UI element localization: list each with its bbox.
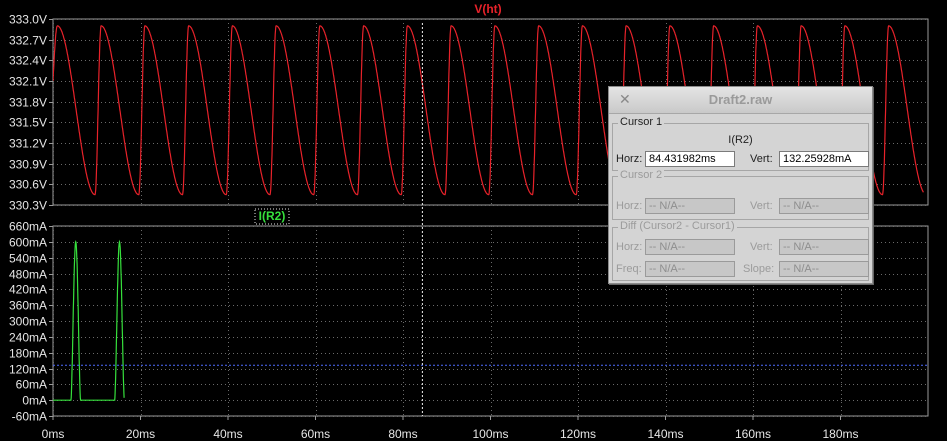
- dialog-title: Draft2.raw: [708, 92, 773, 107]
- y-tick-label: 332.4V: [9, 54, 47, 68]
- diff-vert-field: -- N/A--: [779, 239, 869, 255]
- x-tick-label: 140ms: [647, 427, 683, 441]
- diff-slope-label: Slope:: [743, 263, 775, 275]
- x-tick-label: 80ms: [388, 427, 417, 441]
- y-tick-label: 330.3V: [9, 199, 47, 213]
- y-tick-label: 240mA: [9, 331, 47, 345]
- cursor2-vert-label: Vert:: [750, 200, 773, 212]
- y-tick-label: 120mA: [9, 363, 47, 377]
- cursor1-label: Cursor 1: [618, 116, 665, 128]
- y-tick-label: 180mA: [9, 347, 47, 361]
- diff-freq-field: -- N/A--: [645, 261, 735, 277]
- trace-title-0[interactable]: V(ht): [474, 2, 501, 16]
- x-tick-label: 20ms: [126, 427, 155, 441]
- x-axis: 0ms 20ms 40ms 60ms 80ms 100ms 120ms 140ms 160ms 1…: [42, 416, 859, 441]
- y-tick-label: 420mA: [9, 283, 47, 297]
- cursor1-trace-name: I(R2): [728, 134, 753, 146]
- y-tick-label: 330.9V: [9, 158, 47, 172]
- close-icon[interactable]: ✕: [619, 91, 631, 107]
- cursor1-group: Cursor 1 I(R2) Horz: 84.431982ms Vert: 1…: [612, 116, 869, 171]
- diff-horz-field: -- N/A--: [645, 239, 735, 255]
- active-trace-selection: [254, 208, 290, 225]
- diff-vert-label: Vert:: [750, 241, 773, 253]
- cursor1-horz-field[interactable]: 84.431982ms: [645, 151, 735, 167]
- x-tick-label: 120ms: [560, 427, 596, 441]
- y-tick-label: 331.5V: [9, 116, 47, 130]
- x-tick-label: 160ms: [735, 427, 771, 441]
- y-tick-label: 332.1V: [9, 75, 47, 89]
- y-tick-label: 480mA: [9, 268, 47, 282]
- cursor2-vert-field: -- N/A--: [779, 198, 869, 214]
- y-tick-label: 360mA: [9, 299, 47, 313]
- y-tick-label: -60mA: [12, 410, 47, 424]
- x-tick-label: 40ms: [213, 427, 242, 441]
- cursor-dialog[interactable]: ✕ Draft2.raw Cursor 1 I(R2) Horz: 84.431…: [608, 86, 873, 284]
- y-tick-label: 600mA: [9, 236, 47, 250]
- y-tick-label: 660mA: [9, 220, 47, 234]
- y-tick-label: 333.0V: [9, 13, 47, 27]
- cursor1-vert-label: Vert:: [750, 153, 773, 165]
- diff-freq-label: Freq:: [616, 263, 642, 275]
- y-tick-label: 331.8V: [9, 96, 47, 110]
- cursor1-horz-label: Horz:: [616, 153, 643, 165]
- x-tick-label: 60ms: [301, 427, 330, 441]
- trace-i-r2[interactable]: [53, 239, 125, 401]
- diff-label: Diff (Cursor2 - Cursor1): [618, 220, 737, 232]
- y-tick-label: 332.7V: [9, 34, 47, 48]
- y-tick-label: 0mA: [22, 394, 47, 408]
- y-tick-label: 331.2V: [9, 137, 47, 151]
- cursor2-horz-field: -- N/A--: [645, 198, 735, 214]
- cursor2-horz-label: Horz:: [616, 200, 643, 212]
- cursor1-vert-field[interactable]: 132.25928mA: [779, 151, 869, 167]
- cursor2-group: Cursor 2 Horz: -- N/A-- Vert: -- N/A--: [612, 169, 869, 220]
- y-tick-label: 330.6V: [9, 178, 47, 192]
- x-tick-label: 0ms: [42, 427, 65, 441]
- x-tick-label: 180ms: [822, 427, 858, 441]
- trace-title-1[interactable]: I(R2): [259, 209, 286, 223]
- dialog-titlebar[interactable]: ✕ Draft2.raw: [609, 87, 872, 114]
- diff-horz-label: Horz:: [616, 241, 643, 253]
- y-tick-label: 300mA: [9, 315, 47, 329]
- cursor2-label: Cursor 2: [618, 169, 665, 181]
- diff-slope-field: -- N/A--: [779, 261, 869, 277]
- diff-group: Diff (Cursor2 - Cursor1) Horz: -- N/A-- …: [612, 220, 869, 281]
- x-tick-label: 100ms: [472, 427, 508, 441]
- y-tick-label: 540mA: [9, 252, 47, 266]
- y-tick-label: 60mA: [16, 378, 47, 392]
